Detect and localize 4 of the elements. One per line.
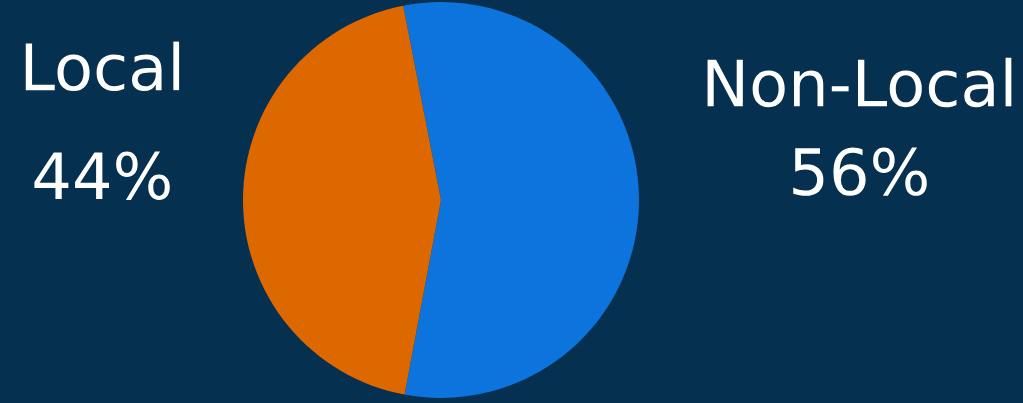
data-label: 56%	[793, 147, 927, 196]
slice-label: Non-Local	[707, 57, 1012, 108]
slice-label: Local	[25, 41, 180, 92]
data-label: 44%	[34, 151, 170, 200]
